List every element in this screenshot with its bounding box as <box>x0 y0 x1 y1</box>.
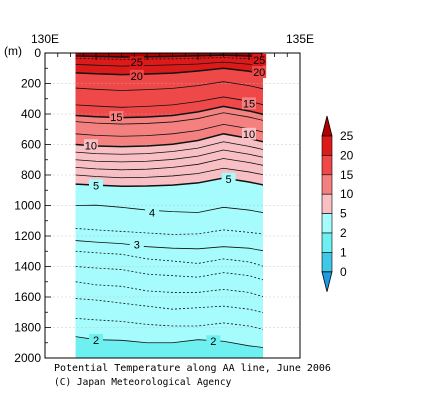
contour-lines <box>75 54 263 348</box>
contour-label: 15 <box>243 98 255 110</box>
y-tick-label: 2000 <box>14 351 41 365</box>
colorbar-label: 10 <box>340 187 354 201</box>
colorbar-segment <box>321 252 333 273</box>
colorbar-segment <box>321 232 333 253</box>
contour-label-bg <box>89 334 103 347</box>
contour-label: 15 <box>110 112 122 124</box>
x-tick-label: 135E <box>286 32 314 46</box>
credit-line: (C) Japan Meteorological Agency <box>54 377 232 388</box>
contour-line-24 <box>75 57 263 61</box>
contour-label-bg <box>109 111 124 124</box>
contour-line-20 <box>75 67 263 76</box>
contour-label-bg <box>206 335 221 348</box>
colorbar-segment <box>321 193 333 214</box>
contour-label: 10 <box>243 129 255 141</box>
x-tick-label: 130E <box>31 32 59 46</box>
contour-label-bg <box>252 53 267 66</box>
y-tick-label: 800 <box>21 168 41 182</box>
contour-label: 3 <box>134 239 140 251</box>
contour-label: 10 <box>85 140 97 152</box>
contour-line-8 <box>75 149 263 163</box>
contour-line-2-6 <box>75 266 263 281</box>
contour-label-bg <box>221 172 236 185</box>
y-tick-label: 600 <box>21 138 41 152</box>
y-tick-label: 1800 <box>14 321 41 335</box>
y-axis-unit-label: (m) <box>4 44 22 58</box>
contour-line-2-8 <box>75 250 263 267</box>
y-tick-label: 1000 <box>14 199 41 213</box>
contour-label-bg <box>129 69 144 82</box>
contour-label-bg <box>145 206 160 219</box>
colorbar-label: 15 <box>340 168 354 182</box>
y-tick-label: 0 <box>34 46 41 60</box>
contour-label: 2 <box>210 336 216 348</box>
colorbar-label: 25 <box>340 129 354 143</box>
contour-label-bg <box>129 238 144 251</box>
contour-label-bg <box>242 97 256 110</box>
x-axis: 130E 135E <box>31 32 314 60</box>
contour-line-14 <box>75 112 263 125</box>
contour-line-5 <box>75 177 263 188</box>
y-tick-label: 1600 <box>14 290 41 304</box>
contour-label: 2 <box>93 335 99 347</box>
contour-line-9 <box>75 141 263 155</box>
y-tick-label: 1400 <box>14 260 41 274</box>
contour-line-12 <box>75 123 263 137</box>
colorbar-label: 5 <box>340 207 347 221</box>
colorbar-segment <box>321 155 333 176</box>
contour-label-bg <box>89 179 103 192</box>
contour-label-bg <box>252 66 267 79</box>
contour-line-2-4 <box>75 281 263 298</box>
contour-label: 5 <box>226 174 232 186</box>
contour-line-3 <box>75 240 263 252</box>
contour-label: 20 <box>131 71 143 83</box>
contour-label: 25 <box>131 57 143 69</box>
contour-line-6 <box>75 167 263 179</box>
contour-line-16 <box>75 96 263 108</box>
colorbar-label: 1 <box>340 245 347 259</box>
contour-line-2 <box>75 336 263 348</box>
contour-line-3-5 <box>75 227 263 235</box>
contour-line-22 <box>75 61 263 67</box>
contour-line-2-2 <box>75 298 263 313</box>
contour-line-2-1 <box>75 317 263 330</box>
y-axis: 0 200 400 600 800 1000 1200 1400 1600 1800 2000 <box>14 46 51 365</box>
contour-label-bg <box>242 127 256 140</box>
colorbar-extend-top <box>321 115 333 137</box>
colorbar-extend-bottom <box>321 271 333 292</box>
colorbar-label: 2 <box>340 226 347 240</box>
contour-line-15 <box>75 105 263 119</box>
contour-line-10 <box>75 133 263 148</box>
contour-label: 25 <box>253 55 265 67</box>
contour-label-bg <box>83 139 98 152</box>
contour-line-18 <box>75 81 263 91</box>
colorbar-segment <box>321 135 333 156</box>
contour-label: 4 <box>149 207 155 219</box>
contour-line-7 <box>75 158 263 171</box>
colorbar-segment <box>321 213 333 234</box>
y-tick-label: 1200 <box>14 229 41 243</box>
contour-label: 20 <box>253 67 265 79</box>
chart-title: Potential Temperature along AA line, Jun… <box>54 363 331 374</box>
y-tick-label: 400 <box>21 107 41 121</box>
contour-label: 5 <box>93 180 99 192</box>
contour-label-bg <box>129 56 144 69</box>
fill-band-25 <box>75 53 263 57</box>
y-tick-label: 200 <box>21 77 41 91</box>
contour-line-4 <box>75 204 263 213</box>
colorbar-label: 0 <box>340 265 347 279</box>
grid-lines <box>45 83 300 328</box>
colorbar-segment <box>321 174 333 195</box>
colorbar-label: 20 <box>340 148 354 162</box>
